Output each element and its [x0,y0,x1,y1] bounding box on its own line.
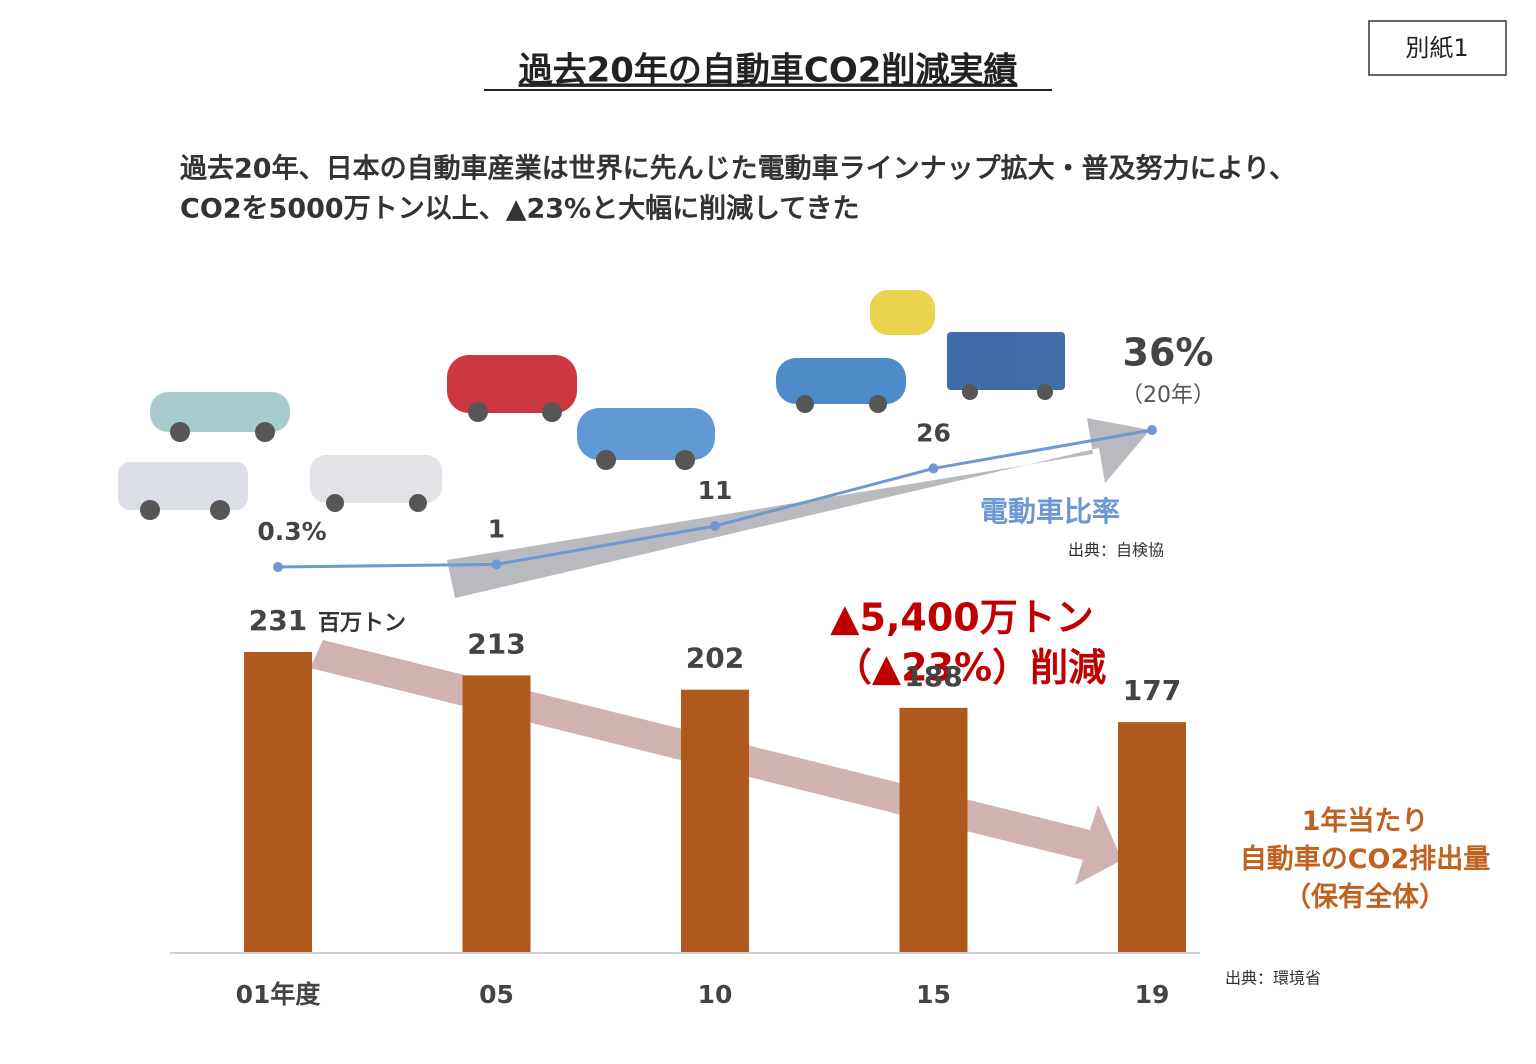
x-tick-label: 05 [479,980,514,1009]
data-label: 0.3% [257,517,326,546]
bar [462,675,531,952]
bar-legend: 1年当たり 自動車のCO2排出量 （保有全体） [1239,806,1491,913]
line-point [491,559,502,570]
data-label: 213 [467,627,525,660]
data-label: 188 [904,660,962,693]
data-label: 26 [916,418,951,447]
data-label: 231 [249,604,307,637]
vehicle-icons [118,290,1065,520]
data-label: 36% [1123,331,1214,375]
tag-box [1368,20,1507,76]
subtitle: 過去20年、日本の自動車産業は世界に先んじた電動車ラインナップ拡大・普及努力によ… [180,153,1296,185]
subtitle: CO2を5000万トン以上、▲23%と大幅に削減してきた [180,194,859,225]
x-tick-label: 19 [1135,980,1170,1009]
x-tick-label: 10 [698,980,733,1009]
line-point [1147,425,1157,436]
x-tick-label: 15 [916,980,951,1009]
x-tick-label: 01年度 [236,980,321,1009]
data-label: 177 [1123,674,1181,707]
line-point [710,520,720,531]
data-label: 1 [488,514,505,543]
chart-title: 過去20年の自動車CO2削減実績 [519,51,1018,91]
source: 出典：環境省 [1225,969,1321,988]
annotation: ▲5,400万トン [830,596,1093,640]
bar [681,689,749,952]
bar [244,652,312,952]
trend-arrow-up [447,418,1150,598]
annotation: （▲23%）削減 [834,646,1106,690]
line-point [273,562,283,573]
unit-label: 百万トン [318,611,406,636]
bar [899,707,968,952]
bar [1118,722,1186,952]
tag: 別紙1 [1405,34,1468,62]
data-label: 202 [686,642,744,675]
data-label: 11 [698,476,733,505]
series-label: 電動車比率 [980,495,1120,528]
line-point [928,463,939,474]
source: 出典：自検協 [1068,541,1164,560]
note: （20年） [1121,383,1215,408]
